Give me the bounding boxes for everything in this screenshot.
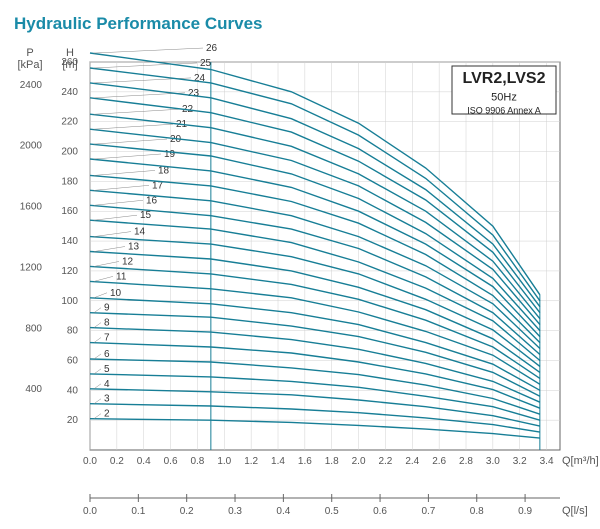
curve-label-26: 26 [206,43,218,54]
model-box-line-0: LVR2,LVS2 [463,70,546,87]
svg-text:180: 180 [61,176,78,187]
svg-text:20: 20 [67,415,79,426]
svg-text:0.3: 0.3 [228,506,242,517]
svg-text:1600: 1600 [20,202,43,213]
svg-text:2.8: 2.8 [459,456,473,467]
svg-text:120: 120 [61,266,78,277]
svg-text:0.2: 0.2 [110,456,124,467]
curve-label-19: 19 [164,149,176,160]
curve-label-15: 15 [140,210,152,221]
svg-text:2.4: 2.4 [405,456,419,467]
svg-text:0.1: 0.1 [131,506,145,517]
svg-text:0.8: 0.8 [190,456,204,467]
svg-text:40: 40 [67,385,79,396]
curve-label-6: 6 [104,349,110,360]
curve-label-2: 2 [104,409,110,420]
svg-text:2.0: 2.0 [352,456,366,467]
svg-text:80: 80 [67,326,79,337]
svg-text:0.6: 0.6 [373,506,387,517]
svg-text:1.6: 1.6 [298,456,312,467]
curve-label-4: 4 [104,379,110,390]
curve-label-13: 13 [128,242,140,253]
svg-text:1.8: 1.8 [325,456,339,467]
svg-text:0.7: 0.7 [421,506,435,517]
svg-text:800: 800 [25,323,42,334]
svg-text:2000: 2000 [20,141,43,152]
svg-text:220: 220 [61,117,78,128]
curve-label-16: 16 [146,195,158,206]
performance-chart: 0.0 0.2 0.4 0.6 0.8 1.0 1.2 1.4 1.6 1.8 2.0 2.2 2.4 2… [0,0,600,529]
svg-text:60: 60 [67,355,79,366]
model-box-line-1: 50Hz [491,91,517,103]
curve-label-3: 3 [104,394,110,405]
svg-text:1.0: 1.0 [217,456,231,467]
svg-text:400: 400 [25,384,42,395]
curve-label-8: 8 [104,318,110,329]
x2-axis-label: Q[l/s] [562,505,588,517]
svg-text:3.4: 3.4 [540,456,554,467]
model-box-line-2: ISO 9906 Annex A [467,105,541,115]
svg-text:0.4: 0.4 [137,456,151,467]
svg-text:2.2: 2.2 [378,456,392,467]
svg-text:0.6: 0.6 [164,456,178,467]
svg-text:0.4: 0.4 [276,506,290,517]
curve-label-9: 9 [104,303,110,314]
curve-label-7: 7 [104,333,110,344]
svg-text:1.2: 1.2 [244,456,258,467]
svg-text:1.4: 1.4 [271,456,285,467]
svg-text:2400: 2400 [20,80,43,91]
curve-label-11: 11 [116,271,127,282]
curve-label-14: 14 [134,227,146,238]
svg-text:0.9: 0.9 [518,506,532,517]
svg-text:160: 160 [61,206,78,217]
curve-label-25: 25 [200,58,212,69]
svg-text:3.2: 3.2 [513,456,527,467]
svg-text:[kPa]: [kPa] [17,59,42,71]
svg-text:100: 100 [61,296,78,307]
curve-label-5: 5 [104,364,110,375]
x-axis-label: Q[m³/h] [562,455,599,467]
svg-text:P: P [26,47,33,59]
svg-text:0.5: 0.5 [325,506,339,517]
svg-text:2.6: 2.6 [432,456,446,467]
curve-label-10: 10 [110,288,122,299]
svg-text:0.0: 0.0 [83,456,97,467]
svg-text:240: 240 [61,87,78,98]
svg-text:140: 140 [61,236,78,247]
svg-text:1200: 1200 [20,262,43,273]
svg-text:200: 200 [61,147,78,158]
svg-text:3.0: 3.0 [486,456,500,467]
svg-text:0.8: 0.8 [470,506,484,517]
svg-text:[m]: [m] [62,59,77,71]
curve-label-12: 12 [122,256,134,267]
svg-text:0.2: 0.2 [180,506,194,517]
svg-text:0.0: 0.0 [83,506,97,517]
curve-label-23: 23 [188,88,200,99]
svg-text:H: H [66,47,74,59]
